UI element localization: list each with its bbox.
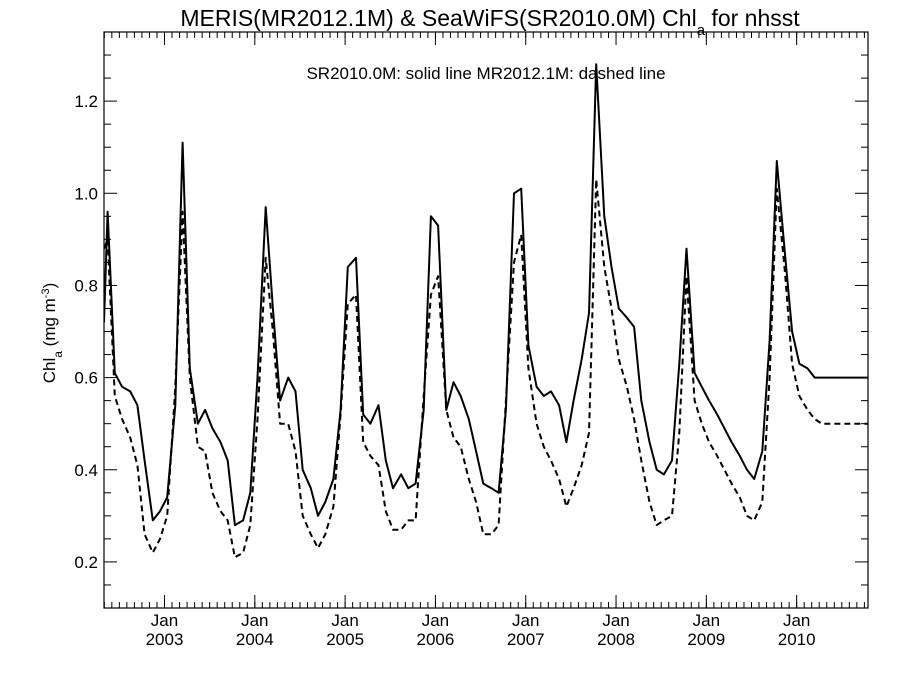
series-line-sr2010-0m bbox=[104, 63, 868, 527]
y-axis-label: Chla (mg m-3) bbox=[40, 283, 65, 384]
x-tick-month-label: Jan bbox=[783, 611, 810, 630]
y-tick-label: 0.8 bbox=[74, 276, 98, 295]
x-tick-month-label: Jan bbox=[512, 611, 539, 630]
chart-title: MERIS(MR2012.1M) & SeaWiFS(SR2010.0M) Ch… bbox=[180, 5, 800, 39]
y-tick-label: 0.6 bbox=[74, 369, 98, 388]
x-tick-year-label: 2007 bbox=[507, 630, 545, 649]
y-tick-label: 1.0 bbox=[74, 184, 98, 203]
x-tick-year-label: 2008 bbox=[597, 630, 635, 649]
y-axis-label-units: (mg m bbox=[40, 298, 59, 351]
y-axis-label-units-close: ) bbox=[40, 283, 59, 289]
x-tick-year-label: 2003 bbox=[146, 630, 184, 649]
plot-frame bbox=[103, 31, 869, 609]
y-axis-label-main: Chl bbox=[40, 358, 59, 384]
x-tick-month-label: Jan bbox=[151, 611, 178, 630]
x-tick-month-label: Jan bbox=[241, 611, 268, 630]
x-tick-month-label: Jan bbox=[602, 611, 629, 630]
x-tick-year-label: 2005 bbox=[326, 630, 364, 649]
x-tick-year-label: 2006 bbox=[417, 630, 455, 649]
y-tick-label: 0.4 bbox=[74, 461, 98, 480]
chart-title-suffix: for nhsst bbox=[705, 5, 800, 31]
y-tick-label: 0.2 bbox=[74, 553, 98, 572]
chart-title-subscript: a bbox=[697, 22, 706, 39]
y-axis-label-subscript: a bbox=[51, 351, 65, 358]
x-tick-year-label: 2010 bbox=[778, 630, 816, 649]
series-line-mr2012-1m bbox=[104, 178, 868, 559]
x-tick-year-label: 2004 bbox=[236, 630, 274, 649]
plot-area: 0.20.40.60.81.01.2Jan2003Jan2004Jan2005J… bbox=[74, 31, 869, 649]
x-tick-month-label: Jan bbox=[422, 611, 449, 630]
series-style-annotation: SR2010.0M: solid line MR2012.1M: dashed … bbox=[306, 64, 665, 83]
x-tick-month-label: Jan bbox=[693, 611, 720, 630]
x-tick-month-label: Jan bbox=[331, 611, 358, 630]
y-axis-label-units-exponent: -3 bbox=[40, 288, 52, 298]
chart-title-main: MERIS(MR2012.1M) & SeaWiFS(SR2010.0M) Ch… bbox=[180, 5, 696, 31]
x-tick-year-label: 2009 bbox=[687, 630, 725, 649]
y-tick-label: 1.2 bbox=[74, 92, 98, 111]
